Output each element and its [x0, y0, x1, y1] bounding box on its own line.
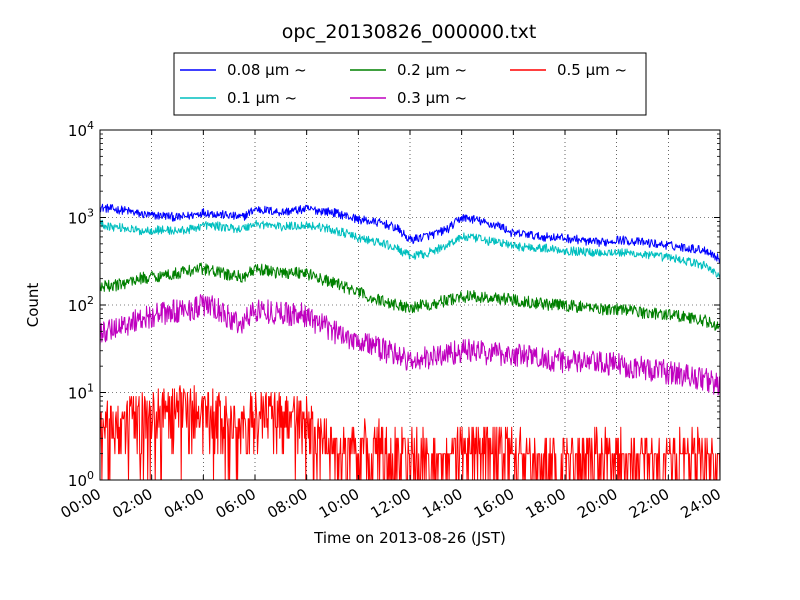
x-tick-label: 02:00	[109, 485, 155, 522]
y-tick-label: 101	[68, 382, 94, 403]
chart-title: opc_20130826_000000.txt	[282, 21, 537, 43]
series-line	[99, 294, 721, 396]
x-tick-label: 04:00	[161, 485, 207, 522]
series-line	[99, 219, 721, 278]
axis-ticks	[99, 129, 721, 481]
legend-items: 0.08 μm ~ 0.1 μm ~ 0.2 μm ~ 0.3 μm ~ 0.5 μm …	[180, 61, 627, 107]
series-line	[99, 262, 721, 331]
x-tick-label: 12:00	[368, 485, 414, 522]
x-tick-label: 10:00	[316, 485, 362, 522]
x-tick-label: 16:00	[471, 485, 517, 522]
x-tick-label: 18:00	[523, 485, 569, 522]
legend-frame	[173, 52, 647, 116]
x-tick-label: 20:00	[574, 485, 620, 522]
x-tick-label: 08:00	[264, 485, 310, 522]
x-tick-label: 00:00	[58, 485, 104, 522]
y-axis-title: Count	[24, 283, 42, 328]
legend-label: 0.1 μm ~	[227, 89, 297, 107]
legend-label: 0.3 μm ~	[397, 89, 467, 107]
x-tick-label: 24:00	[678, 485, 724, 522]
y-tick-label: 103	[68, 207, 94, 228]
series-line	[99, 385, 721, 481]
legend-label: 0.2 μm ~	[397, 61, 467, 79]
x-tick-label: 22:00	[626, 485, 672, 522]
x-tick-labels: 00:00 02:00 04:00 06:00 08:00 10:00 12:00 14:00…	[58, 485, 724, 522]
legend-label: 0.5 μm ~	[557, 61, 627, 79]
y-tick-label: 100	[68, 469, 94, 490]
legend-label: 0.08 μm ~	[227, 61, 307, 79]
y-tick-labels: 100 101 102 103 104	[68, 119, 94, 490]
y-tick-label: 102	[68, 294, 94, 315]
x-tick-label: 14:00	[419, 485, 465, 522]
y-tick-label: 104	[68, 119, 94, 140]
x-axis-title: Time on 2013-08-26 (JST)	[313, 529, 506, 547]
series-line	[99, 203, 721, 264]
x-tick-label: 06:00	[213, 485, 259, 522]
legend: 0.08 μm ~ 0.1 μm ~ 0.2 μm ~ 0.3 μm ~ 0.5 μm …	[173, 52, 647, 116]
